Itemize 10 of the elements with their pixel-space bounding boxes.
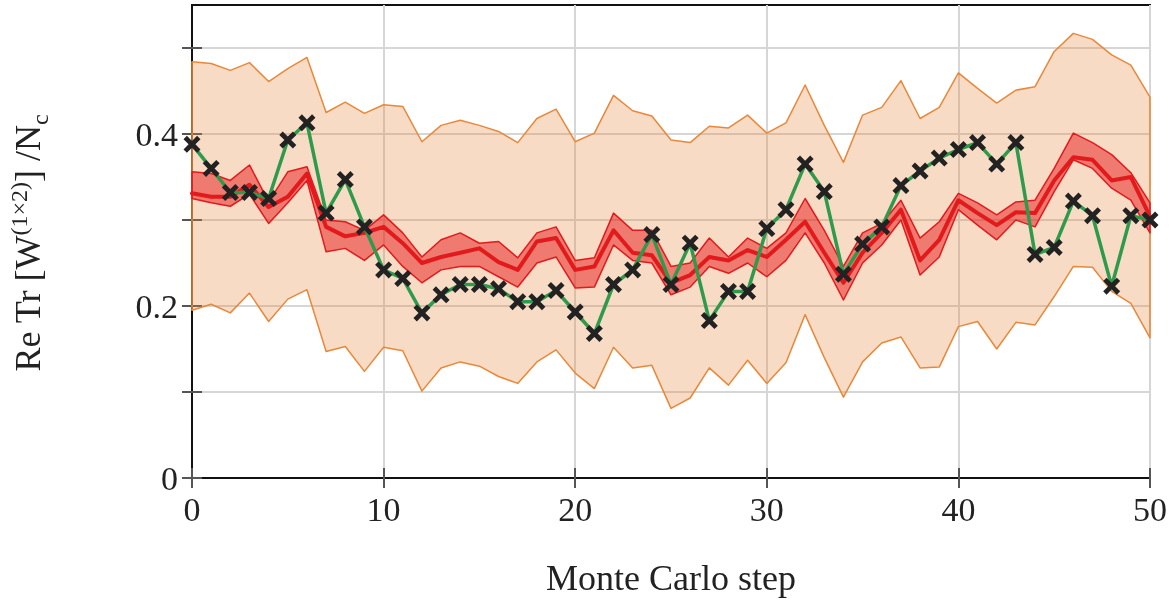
y-tick-label: 0.4 bbox=[135, 115, 178, 153]
y-tick-label: 0 bbox=[161, 459, 178, 497]
x-axis-title: Monte Carlo step bbox=[546, 558, 796, 598]
x-tick-label: 30 bbox=[749, 490, 784, 528]
x-tick-label: 20 bbox=[558, 490, 593, 528]
x-tick-label: 50 bbox=[1133, 490, 1167, 528]
x-tick-label: 40 bbox=[941, 490, 976, 528]
x-tick-label: 0 bbox=[183, 490, 201, 528]
y-tick-label: 0.2 bbox=[135, 287, 178, 325]
x-tick-label: 10 bbox=[366, 490, 401, 528]
